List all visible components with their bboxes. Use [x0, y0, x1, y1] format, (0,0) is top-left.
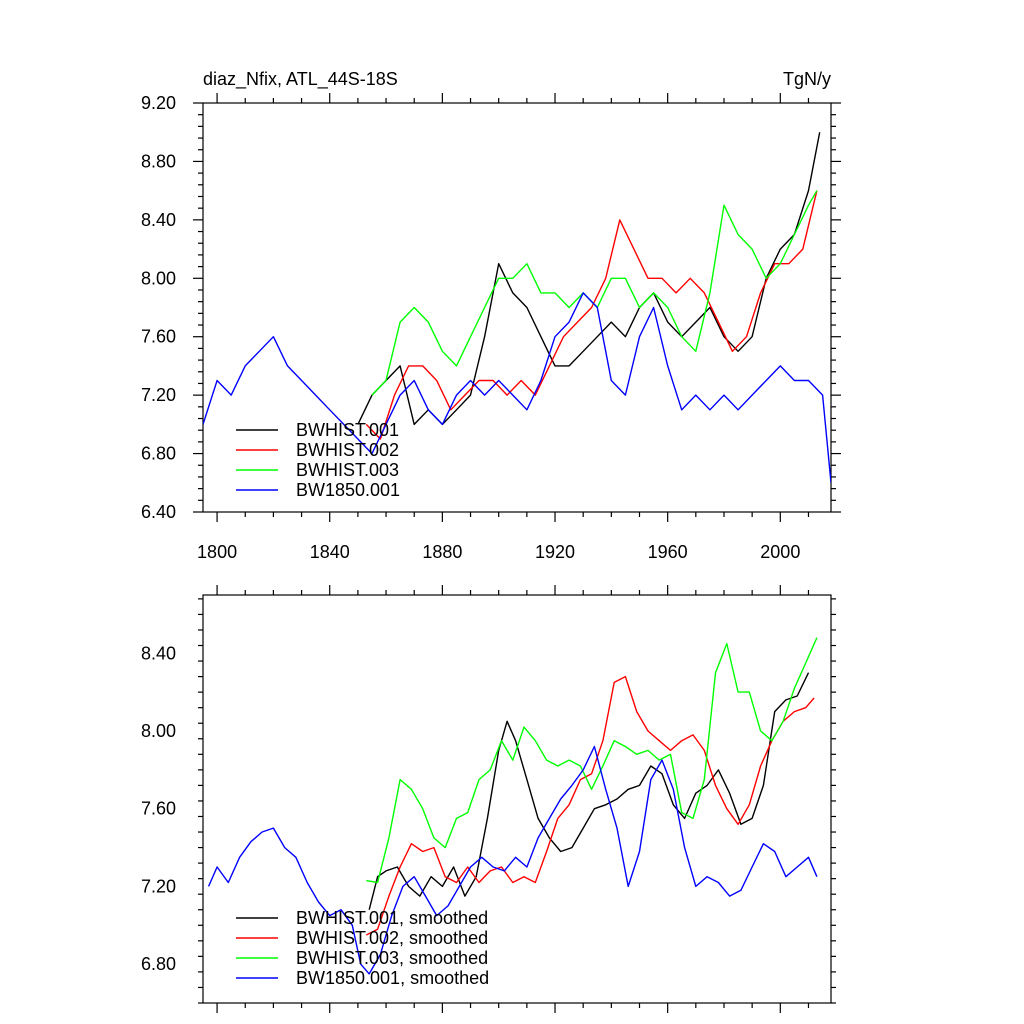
- x-tick-label: 1960: [648, 542, 688, 562]
- x-tick-label: 2000: [760, 542, 800, 562]
- series-line-bw1850-001-smoothed: [207, 745, 818, 975]
- x-tick-label: 1880: [422, 542, 462, 562]
- x-axis: [216, 585, 810, 1013]
- legend-label: BWHIST.002: [296, 440, 399, 460]
- legend-label: BW1850.001, smoothed: [296, 968, 489, 988]
- y-tick-label: 9.20: [141, 93, 176, 113]
- panel-bottom: 6.80 7.20 7.60 8.00 8.40 BWHIST.001, smoothed…: [141, 585, 836, 1013]
- legend-label: BWHIST.003, smoothed: [296, 948, 488, 968]
- legend-label: BWHIST.001: [296, 420, 399, 440]
- x-axis: 1800 1840 1880 1920 1960 2000: [197, 93, 810, 562]
- y-tick-label: 6.40: [141, 502, 176, 522]
- plot-frame: [202, 102, 832, 513]
- chart-title: diaz_Nfix, ATL_44S-18S: [203, 69, 398, 90]
- legend-label: BW1850.001: [296, 480, 400, 500]
- series-line-bwhist-002: [365, 190, 818, 440]
- panel-top: 1800 1840 1880 1920 1960 2000 6.40 6.80 7.20 7.60…: [141, 69, 841, 562]
- series-line-bwhist-003: [371, 190, 818, 396]
- y-tick-label: 8.00: [141, 268, 176, 288]
- y-tick-label: 7.20: [141, 385, 176, 405]
- x-tick-label: 1800: [197, 542, 237, 562]
- series-group: [203, 132, 831, 483]
- y-tick-label: 7.20: [141, 876, 176, 896]
- y-axis: 6.40 6.80 7.20 7.60 8.00 8.40 8.80 9.20: [141, 93, 841, 522]
- x-tick-label: 1920: [535, 542, 575, 562]
- units-label: TgN/y: [783, 69, 831, 89]
- y-tick-label: 8.80: [141, 151, 176, 171]
- y-tick-label: 7.60: [141, 327, 176, 347]
- series-group: [207, 637, 818, 975]
- y-tick-label: 6.80: [141, 444, 176, 464]
- plot-frame: [202, 594, 832, 1004]
- series-line-bwhist-002-smoothed: [365, 675, 815, 936]
- series-line-bwhist-001: [357, 132, 821, 426]
- legend-label: BWHIST.001, smoothed: [296, 908, 488, 928]
- y-tick-label: 6.80: [141, 954, 176, 974]
- series-line-bwhist-001-smoothed: [368, 672, 810, 910]
- y-tick-label: 8.40: [141, 643, 176, 663]
- x-tick-label: 1840: [310, 542, 350, 562]
- y-tick-label: 8.00: [141, 721, 176, 741]
- legend-label: BWHIST.003: [296, 460, 399, 480]
- series-line-bwhist-003-smoothed: [366, 637, 818, 884]
- y-tick-label: 8.40: [141, 210, 176, 230]
- series-line-bw1850-001: [203, 292, 831, 483]
- y-axis: 6.80 7.20 7.60 8.00 8.40: [141, 598, 836, 1004]
- y-tick-label: 7.60: [141, 799, 176, 819]
- legend-label: BWHIST.002, smoothed: [296, 928, 488, 948]
